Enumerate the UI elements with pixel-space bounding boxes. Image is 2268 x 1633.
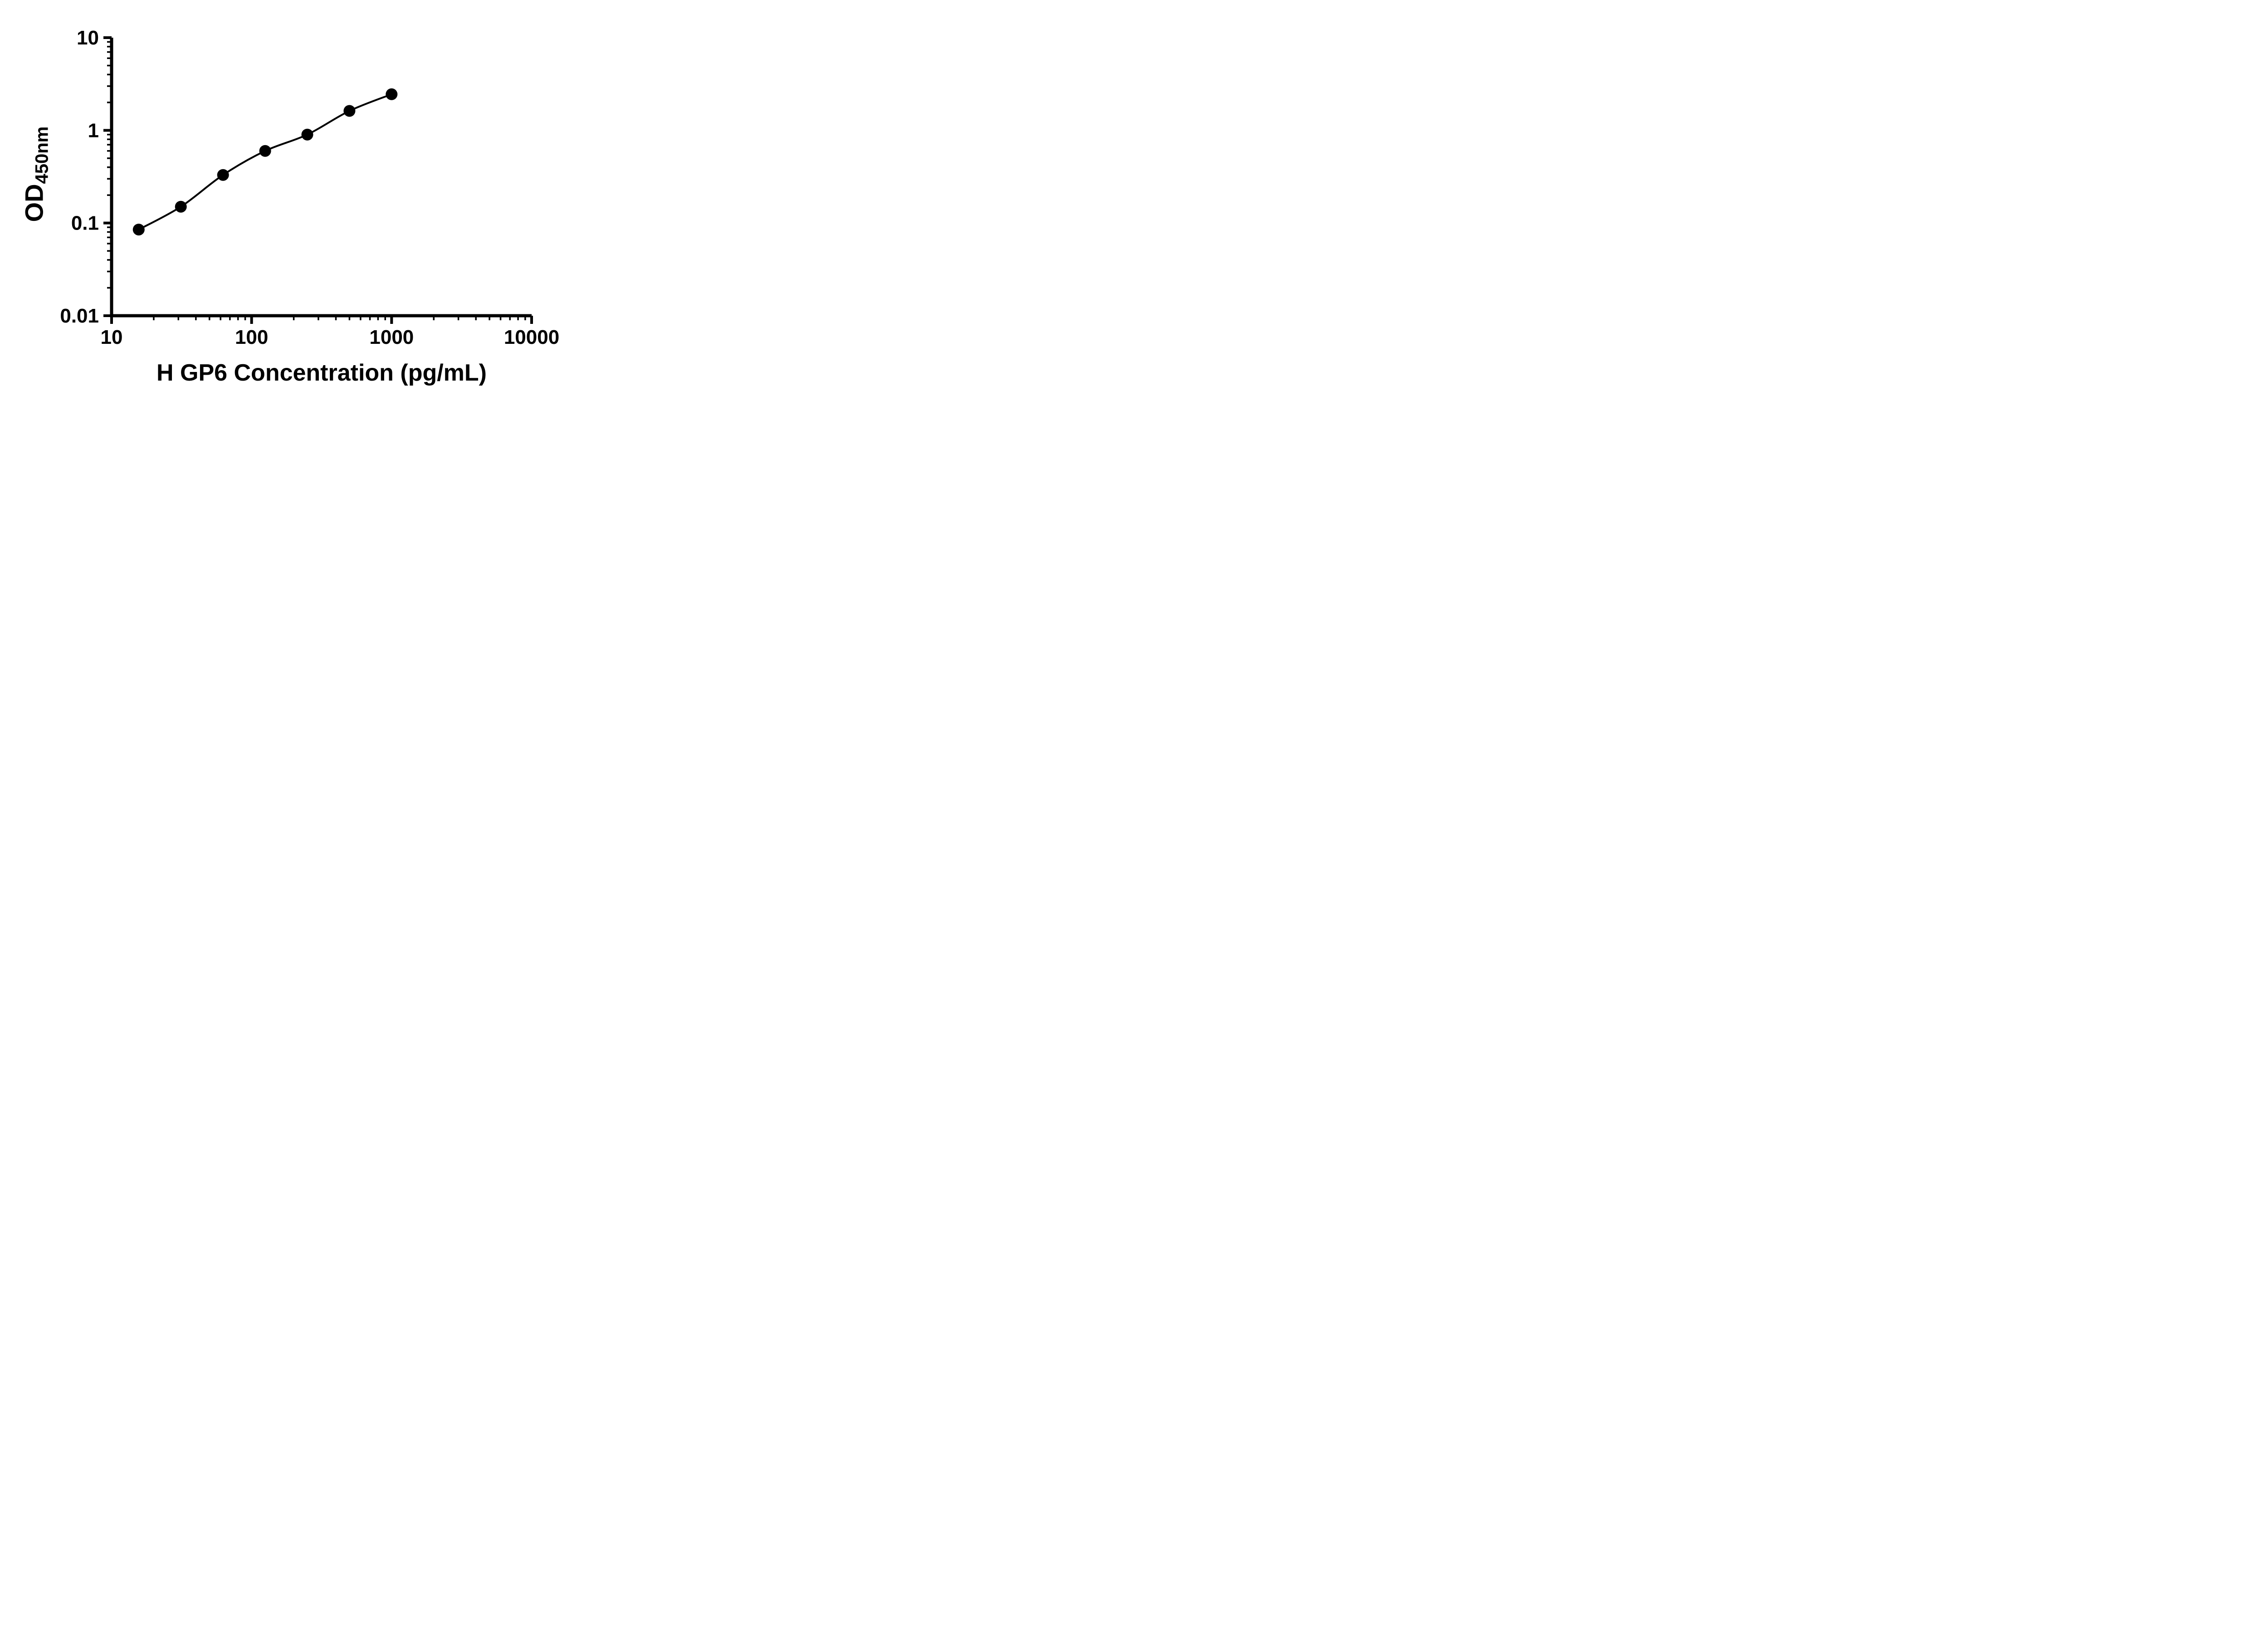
data-point	[343, 105, 356, 117]
y-axis-title-text: OD450nm	[20, 127, 53, 222]
data-point	[175, 200, 187, 213]
x-tick-label: 10	[101, 326, 123, 348]
y-tick-label: 0.1	[71, 212, 99, 235]
data-point	[301, 128, 313, 141]
elisa-standard-curve-figure: 10 100 1000 10000 0.01 0.1 1 10 H GP6 Concentra…	[0, 0, 583, 408]
x-tick-label: 100	[235, 326, 268, 348]
data-point	[132, 224, 145, 236]
y-tick-label: 10	[77, 27, 99, 49]
y-tick-label: 0.01	[60, 305, 99, 327]
y-axis-title-subscript: 450nm	[32, 126, 52, 184]
y-tick-label: 1	[88, 119, 99, 142]
data-point	[259, 145, 271, 157]
x-tick-label: 10000	[504, 326, 559, 348]
y-axis-title-main: OD	[20, 184, 49, 222]
x-axis-title: H GP6 Concentration (pg/mL)	[156, 360, 487, 386]
data-point	[217, 169, 229, 181]
x-tick-label: 1000	[369, 326, 414, 348]
data-point	[386, 88, 398, 100]
chart-plot-area: 10 100 1000 10000 0.01 0.1 1 10	[60, 27, 559, 348]
axes-frame	[110, 38, 532, 318]
